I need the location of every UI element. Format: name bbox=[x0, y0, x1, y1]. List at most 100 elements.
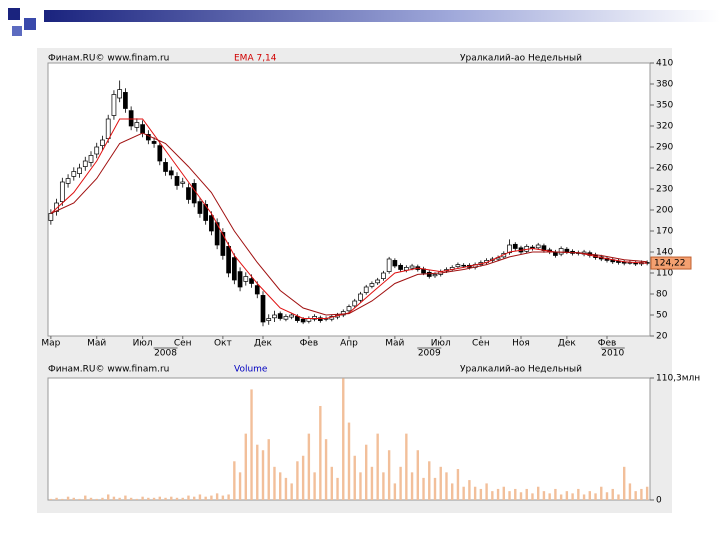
candle-body bbox=[432, 274, 438, 277]
volume-bar bbox=[256, 444, 259, 500]
volume-bar bbox=[112, 496, 116, 500]
volume-bar bbox=[158, 496, 161, 500]
volume-bar bbox=[49, 498, 53, 500]
volume-bar bbox=[433, 477, 437, 500]
volume-bar bbox=[330, 466, 333, 500]
candle-body bbox=[163, 162, 168, 172]
volume-bar bbox=[95, 498, 98, 500]
x-tick-label: Ноя bbox=[512, 339, 530, 349]
volume-bar bbox=[319, 405, 322, 500]
volume-bar bbox=[175, 497, 179, 500]
volume-bar bbox=[531, 493, 534, 500]
volume-bar bbox=[61, 498, 64, 500]
y-tick-label: 0 bbox=[656, 496, 662, 506]
last-value-label: 124,22 bbox=[654, 259, 686, 269]
volume-bar bbox=[313, 472, 316, 500]
volume-bar bbox=[221, 495, 225, 500]
candle-body bbox=[352, 300, 358, 307]
candle-body bbox=[461, 264, 467, 267]
candle-body bbox=[558, 248, 564, 255]
volume-bar bbox=[422, 477, 425, 500]
volume-bar bbox=[605, 492, 609, 500]
volume-bar bbox=[623, 466, 626, 500]
volume-bar bbox=[376, 433, 379, 500]
volume-bar bbox=[89, 497, 93, 500]
candle-body bbox=[277, 313, 283, 319]
volume-bar bbox=[594, 493, 597, 500]
x-tick-label: Фев bbox=[598, 339, 617, 349]
candle-body bbox=[186, 187, 191, 200]
candle-body bbox=[237, 271, 243, 288]
volume-bar bbox=[107, 494, 110, 500]
ema-line bbox=[50, 118, 648, 319]
candle-body bbox=[151, 141, 157, 144]
volume-bar bbox=[290, 483, 293, 500]
volume-bar bbox=[554, 488, 557, 500]
candle-body bbox=[260, 295, 266, 323]
volume-bar bbox=[428, 461, 431, 500]
volume-bar bbox=[198, 494, 202, 500]
volume-bar bbox=[600, 486, 603, 500]
year-label: 2010 bbox=[601, 349, 624, 359]
volume-bar bbox=[147, 497, 150, 500]
candle-body bbox=[65, 178, 71, 184]
candle-body bbox=[507, 244, 512, 254]
y-tick-label: 260 bbox=[656, 164, 673, 174]
candle-body bbox=[398, 264, 403, 270]
x-tick-label: Дек bbox=[254, 339, 273, 349]
volume-bar bbox=[496, 488, 500, 500]
volume-bar bbox=[634, 491, 637, 500]
volume-bar bbox=[485, 483, 488, 500]
volume-bar bbox=[238, 472, 242, 500]
candle-body bbox=[455, 264, 461, 268]
volume-bar bbox=[399, 466, 402, 500]
volume-bar bbox=[164, 497, 167, 500]
year-label: 2009 bbox=[418, 349, 441, 359]
volume-bar bbox=[215, 493, 219, 500]
volume-bar bbox=[244, 433, 247, 500]
candle-body bbox=[134, 122, 140, 128]
volume-bar bbox=[301, 455, 305, 500]
candle-body bbox=[157, 145, 163, 162]
volume-bar bbox=[468, 480, 471, 500]
x-tick-label: Май bbox=[385, 339, 404, 349]
candle-body bbox=[197, 201, 203, 214]
deco-square bbox=[12, 26, 22, 36]
volume-bar bbox=[296, 461, 299, 500]
volume-bar bbox=[118, 497, 121, 500]
ema-line bbox=[50, 132, 648, 316]
x-tick-label: Фев bbox=[300, 339, 319, 349]
candle-body bbox=[243, 276, 249, 282]
y-tick-label: 410 bbox=[656, 59, 673, 69]
candle-body bbox=[191, 183, 197, 204]
candle-body bbox=[249, 278, 254, 284]
volume-bar bbox=[542, 491, 546, 500]
volume-bar bbox=[456, 469, 460, 500]
candle-body bbox=[117, 89, 123, 99]
candle-body bbox=[71, 171, 77, 177]
candle-body bbox=[226, 246, 231, 274]
volume-bar bbox=[273, 466, 276, 500]
candle-body bbox=[392, 260, 398, 267]
chart-title: Уралкалий-ао Недельный bbox=[460, 54, 582, 64]
candle-body bbox=[386, 258, 392, 272]
x-tick-label: Сен bbox=[472, 339, 490, 349]
x-tick-label: Июл bbox=[431, 339, 451, 349]
candle-body bbox=[48, 213, 54, 221]
top-bar bbox=[44, 10, 720, 22]
volume-bar bbox=[193, 496, 196, 500]
candle-body bbox=[289, 314, 295, 318]
volume-bar bbox=[129, 497, 133, 500]
candle-body bbox=[633, 262, 639, 265]
volume-bar bbox=[84, 495, 87, 500]
volume-bar bbox=[473, 486, 477, 500]
indicator: Volume bbox=[234, 365, 268, 375]
volume-bar bbox=[445, 472, 448, 500]
volume-bar bbox=[565, 491, 569, 500]
volume-bar bbox=[55, 497, 58, 500]
volume-bar bbox=[514, 488, 517, 500]
volume-bar bbox=[508, 491, 511, 500]
volume-bar bbox=[519, 492, 523, 500]
y-tick-label: 20 bbox=[656, 332, 668, 342]
volume-bar bbox=[479, 488, 483, 500]
